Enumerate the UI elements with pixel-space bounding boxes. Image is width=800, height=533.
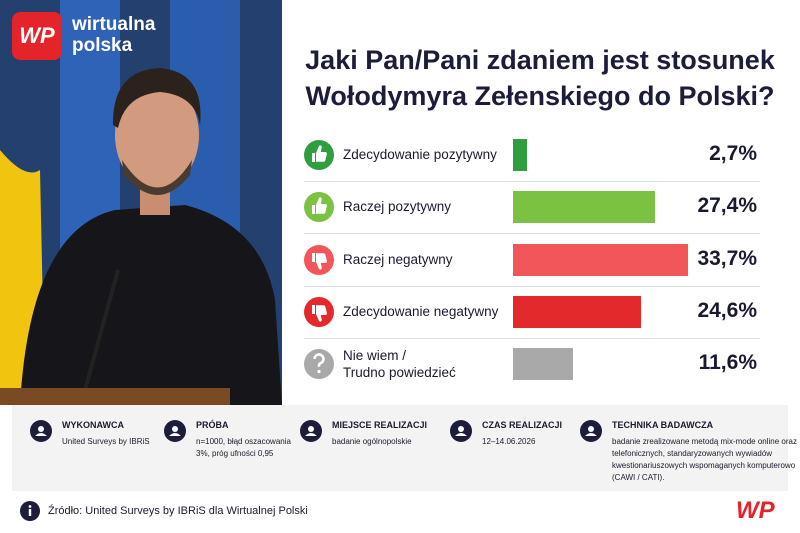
bar	[513, 139, 528, 171]
category-label: Raczej negatywny	[343, 252, 453, 267]
bar	[513, 191, 656, 223]
info-icon	[30, 420, 52, 442]
value-label: 33,7%	[697, 247, 757, 270]
row-icon	[304, 192, 334, 222]
info-text: badanie zrealizowane metodą mix-mode onl…	[612, 437, 797, 482]
info-title: CZAS REALIZACJI	[482, 420, 563, 430]
value-label: 24,6%	[697, 299, 757, 322]
row-icon	[304, 297, 334, 327]
info-text: n=1000, błąd oszacowania 3%, próg ufnośc…	[196, 437, 291, 458]
info-title: TECHNIKA BADAWCZA	[612, 420, 714, 430]
chart-title: Jaki Pan/Pani zdaniem jest stosunek Woło…	[305, 45, 775, 111]
info-icon	[164, 420, 186, 442]
info-title: MIEJSCE REALIZACJI	[332, 420, 428, 430]
row-divider	[304, 181, 760, 182]
info-icon	[300, 420, 322, 442]
info-icon	[450, 420, 472, 442]
row-divider	[304, 233, 760, 234]
brand: wirtualna polska	[72, 14, 155, 56]
category-label: Zdecydowanie negatywny	[343, 304, 499, 319]
value-label: 2,7%	[709, 142, 757, 165]
logo-small: WP	[736, 497, 775, 524]
photo	[0, 0, 282, 405]
row-icon	[304, 349, 334, 379]
info-text: 12–14.06.2026	[482, 437, 536, 446]
value-label: 27,4%	[697, 194, 757, 217]
bar	[513, 348, 574, 380]
info-title: PRÓBA	[196, 420, 229, 430]
category-label: Raczej pozytywny	[343, 199, 452, 214]
brand-line: wirtualna	[72, 14, 156, 35]
info-text: badanie ogólnopolskie	[332, 437, 412, 446]
category-label: Zdecydowanie pozytywny	[343, 147, 497, 162]
row-icon	[304, 245, 334, 275]
info-text: United Surveys by IBRiS	[62, 437, 150, 446]
source: Źródło: United Surveys by IBRiS dla Wirt…	[48, 505, 308, 517]
bar	[513, 296, 641, 328]
brand-line: polska	[72, 35, 133, 56]
footer: WYKONAWCA United Surveys by IBRiS PRÓBA n=1…	[12, 405, 797, 491]
value-label: 11,6%	[698, 351, 757, 374]
category-label: Nie wiem / Trudno powiedzieć	[343, 348, 456, 380]
row-icon	[304, 140, 334, 170]
row-divider	[304, 338, 760, 339]
info-icon	[20, 501, 40, 521]
info-icon	[580, 420, 602, 442]
row-divider	[304, 286, 760, 287]
logo: WP	[12, 12, 62, 60]
info-title: WYKONAWCA	[62, 420, 124, 430]
bar	[513, 244, 689, 276]
